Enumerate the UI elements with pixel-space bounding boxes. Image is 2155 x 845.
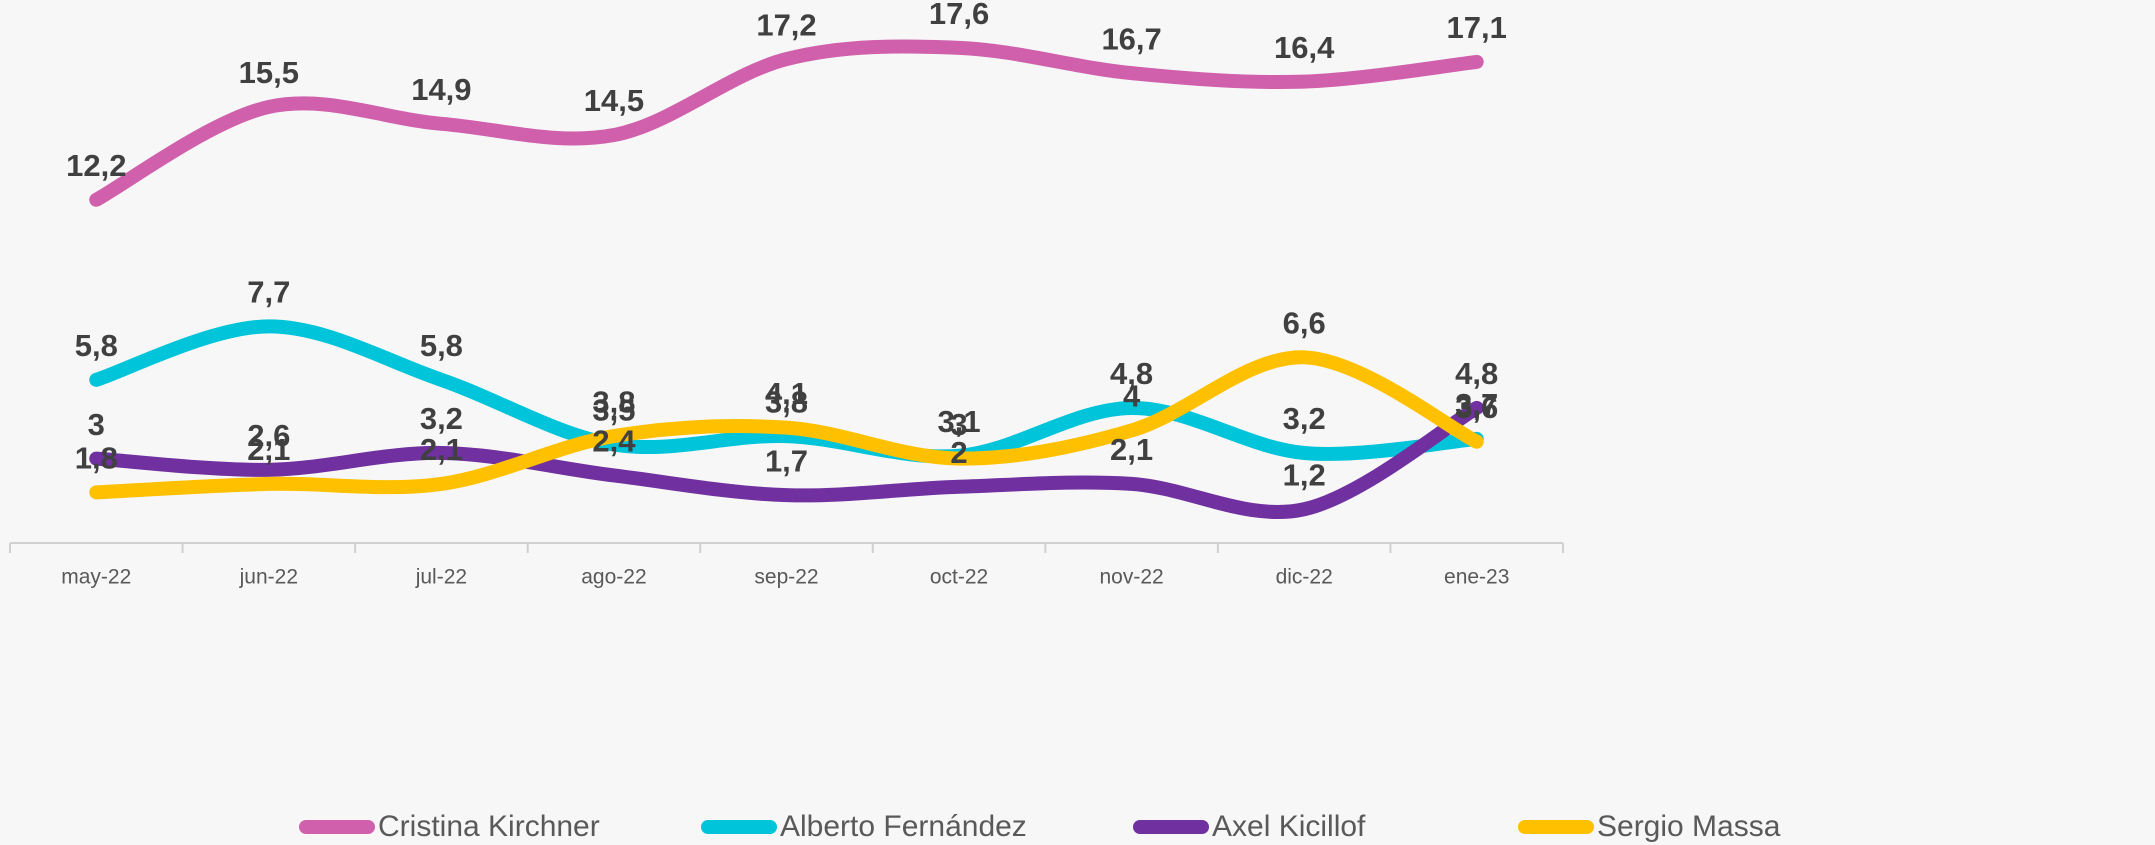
series-line <box>89 350 1484 500</box>
data-label: 17,2 <box>756 7 816 42</box>
data-label: 17,6 <box>929 0 989 31</box>
data-label: 3,1 <box>938 404 981 439</box>
x-tick-label: dic-22 <box>1276 566 1333 589</box>
data-label: 4 <box>1123 379 1141 414</box>
data-label: 5,8 <box>420 328 463 363</box>
legend-label: Alberto Fernández <box>780 810 1027 843</box>
data-label: 16,4 <box>1274 30 1335 65</box>
data-label: 3 <box>88 407 105 442</box>
x-tick-label: oct-22 <box>930 566 988 589</box>
legend-label: Cristina Kirchner <box>378 810 600 843</box>
x-tick-label: ago-22 <box>581 566 646 589</box>
x-tick-label: may-22 <box>61 566 131 589</box>
data-label: 2,1 <box>420 432 463 467</box>
data-label: 3,8 <box>765 384 808 419</box>
legend-label: Axel Kicillof <box>1212 810 1366 843</box>
data-label: 7,7 <box>247 275 290 310</box>
data-label: 17,1 <box>1447 10 1507 45</box>
data-label: 2,1 <box>247 432 290 467</box>
series-line <box>89 319 1484 464</box>
data-label: 3,5 <box>592 393 635 428</box>
data-label: 1,7 <box>765 443 808 478</box>
data-label: 3,8 <box>592 384 635 419</box>
data-label: 4,8 <box>1110 356 1153 391</box>
data-label: 3,7 <box>1455 387 1498 422</box>
data-label: 2,6 <box>247 418 290 453</box>
data-label: 3 <box>950 407 967 442</box>
data-label: 2 <box>950 435 967 470</box>
data-label: 2,1 <box>1110 432 1153 467</box>
data-label: 15,5 <box>239 55 299 90</box>
data-label: 3,2 <box>1283 401 1326 436</box>
data-label: 16,7 <box>1101 21 1161 56</box>
data-label: 1,8 <box>75 441 118 476</box>
data-label: 1,2 <box>1283 457 1326 492</box>
data-label: 14,5 <box>584 83 644 118</box>
series-line <box>89 400 1484 520</box>
x-tick-label: ene-23 <box>1444 566 1509 589</box>
legend-label: Sergio Massa <box>1597 810 1781 843</box>
data-label: 3,6 <box>1455 390 1498 425</box>
data-label: 4,8 <box>1455 356 1498 391</box>
data-label: 3,2 <box>420 401 463 436</box>
series-line <box>89 39 1484 207</box>
data-label: 12,2 <box>66 148 126 183</box>
data-label: 2,4 <box>592 424 636 459</box>
data-label: 5,8 <box>75 328 118 363</box>
data-label: 4,1 <box>765 376 808 411</box>
x-tick-label: jun-22 <box>239 566 298 589</box>
data-label: 6,6 <box>1283 305 1326 340</box>
data-label: 14,9 <box>411 72 471 107</box>
x-tick-label: jul-22 <box>415 566 467 589</box>
x-tick-label: nov-22 <box>1100 566 1164 589</box>
x-tick-label: sep-22 <box>754 566 818 589</box>
